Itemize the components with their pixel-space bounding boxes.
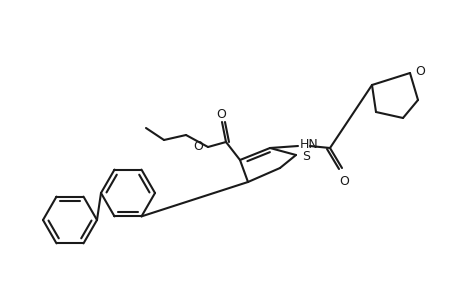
Text: HN: HN (299, 139, 318, 152)
Text: O: O (338, 175, 348, 188)
Text: O: O (193, 140, 202, 152)
Text: O: O (216, 109, 225, 122)
Text: O: O (414, 64, 424, 77)
Text: S: S (302, 149, 309, 163)
